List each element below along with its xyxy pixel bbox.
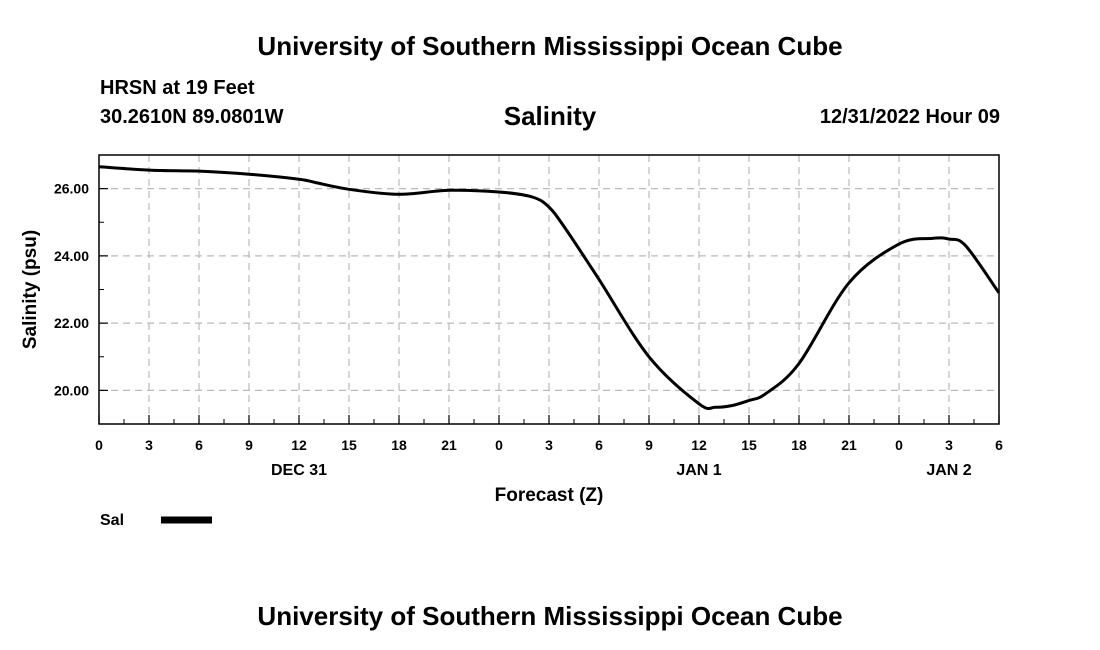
x-tick-label: 6 — [995, 437, 1003, 453]
x-tick-label: 3 — [545, 437, 553, 453]
x-tick-label: 6 — [595, 437, 603, 453]
y-axis-title: Salinity (psu) — [20, 230, 41, 349]
x-tick-label: 12 — [691, 437, 707, 453]
x-tick-label: 15 — [741, 437, 757, 453]
station-coordinates: 30.2610N 89.0801W — [100, 106, 284, 128]
footer-title: University of Southern Mississippi Ocean… — [257, 601, 843, 631]
series-line-sal — [98, 165, 1001, 411]
station-label: HRSN at 19 Feet — [100, 77, 255, 99]
date-label: JAN 2 — [926, 462, 971, 479]
x-tick-label: 12 — [291, 437, 307, 453]
y-tick-label: 20.00 — [54, 382, 89, 398]
x-tick-label: 0 — [95, 437, 103, 453]
x-tick-label: 15 — [341, 437, 357, 453]
x-tick-label: 18 — [391, 437, 407, 453]
y-tick-label: 26.00 — [54, 181, 89, 197]
y-tick-label: 24.00 — [54, 248, 89, 264]
x-tick-label: 0 — [495, 437, 503, 453]
legend-label: Sal — [100, 512, 124, 529]
date-label: DEC 31 — [271, 462, 327, 479]
x-tick-label: 9 — [645, 437, 653, 453]
x-tick-label: 9 — [245, 437, 253, 453]
chart-title: Salinity — [503, 101, 597, 131]
x-tick-label: 3 — [945, 437, 953, 453]
x-tick-label: 3 — [145, 437, 153, 453]
x-tick-label: 21 — [441, 437, 457, 453]
x-tick-label: 0 — [895, 437, 903, 453]
x-tick-label: 6 — [195, 437, 203, 453]
y-tick-label: 22.00 — [54, 315, 89, 331]
date-label: JAN 1 — [676, 462, 721, 479]
forecast-timestamp: 12/31/2022 Hour 09 — [819, 106, 1000, 128]
page-title: University of Southern Mississippi Ocean… — [257, 31, 843, 61]
x-axis-title: Forecast (Z) — [495, 485, 604, 506]
plot-frame — [98, 154, 1000, 425]
x-tick-label: 18 — [791, 437, 807, 453]
x-tick-label: 21 — [841, 437, 857, 453]
